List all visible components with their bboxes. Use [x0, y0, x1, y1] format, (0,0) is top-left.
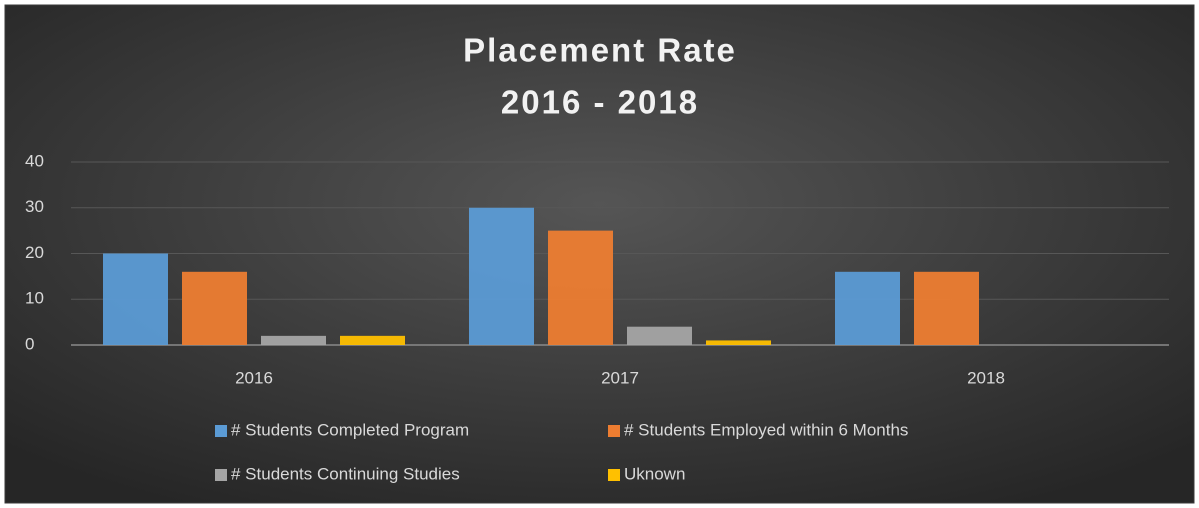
bar	[103, 253, 168, 345]
bar	[548, 230, 613, 345]
y-tick-label: 0	[25, 334, 34, 353]
chart-title: Placement Rate	[463, 32, 737, 69]
bar	[706, 340, 771, 345]
bar	[627, 326, 692, 345]
bar	[261, 335, 326, 345]
legend-swatch	[215, 469, 227, 481]
bar	[469, 207, 534, 345]
legend-label: # Students Employed within 6 Months	[624, 420, 908, 439]
y-tick-label: 20	[25, 243, 44, 262]
legend-swatch	[608, 469, 620, 481]
x-tick-label: 2017	[601, 368, 639, 387]
chart-subtitle: 2016 - 2018	[501, 84, 699, 121]
legend-swatch	[215, 425, 227, 437]
x-tick-label: 2018	[967, 368, 1005, 387]
legend-label: Uknown	[624, 464, 685, 483]
bar	[914, 271, 979, 345]
y-tick-label: 40	[25, 151, 44, 170]
bar	[835, 271, 900, 345]
bar	[340, 335, 405, 345]
bar	[182, 271, 247, 345]
x-tick-label: 2016	[235, 368, 273, 387]
legend-label: # Students Continuing Studies	[231, 464, 460, 483]
y-tick-label: 30	[25, 197, 44, 216]
legend-label: # Students Completed Program	[231, 420, 469, 439]
y-tick-label: 10	[25, 289, 44, 308]
legend-swatch	[608, 425, 620, 437]
